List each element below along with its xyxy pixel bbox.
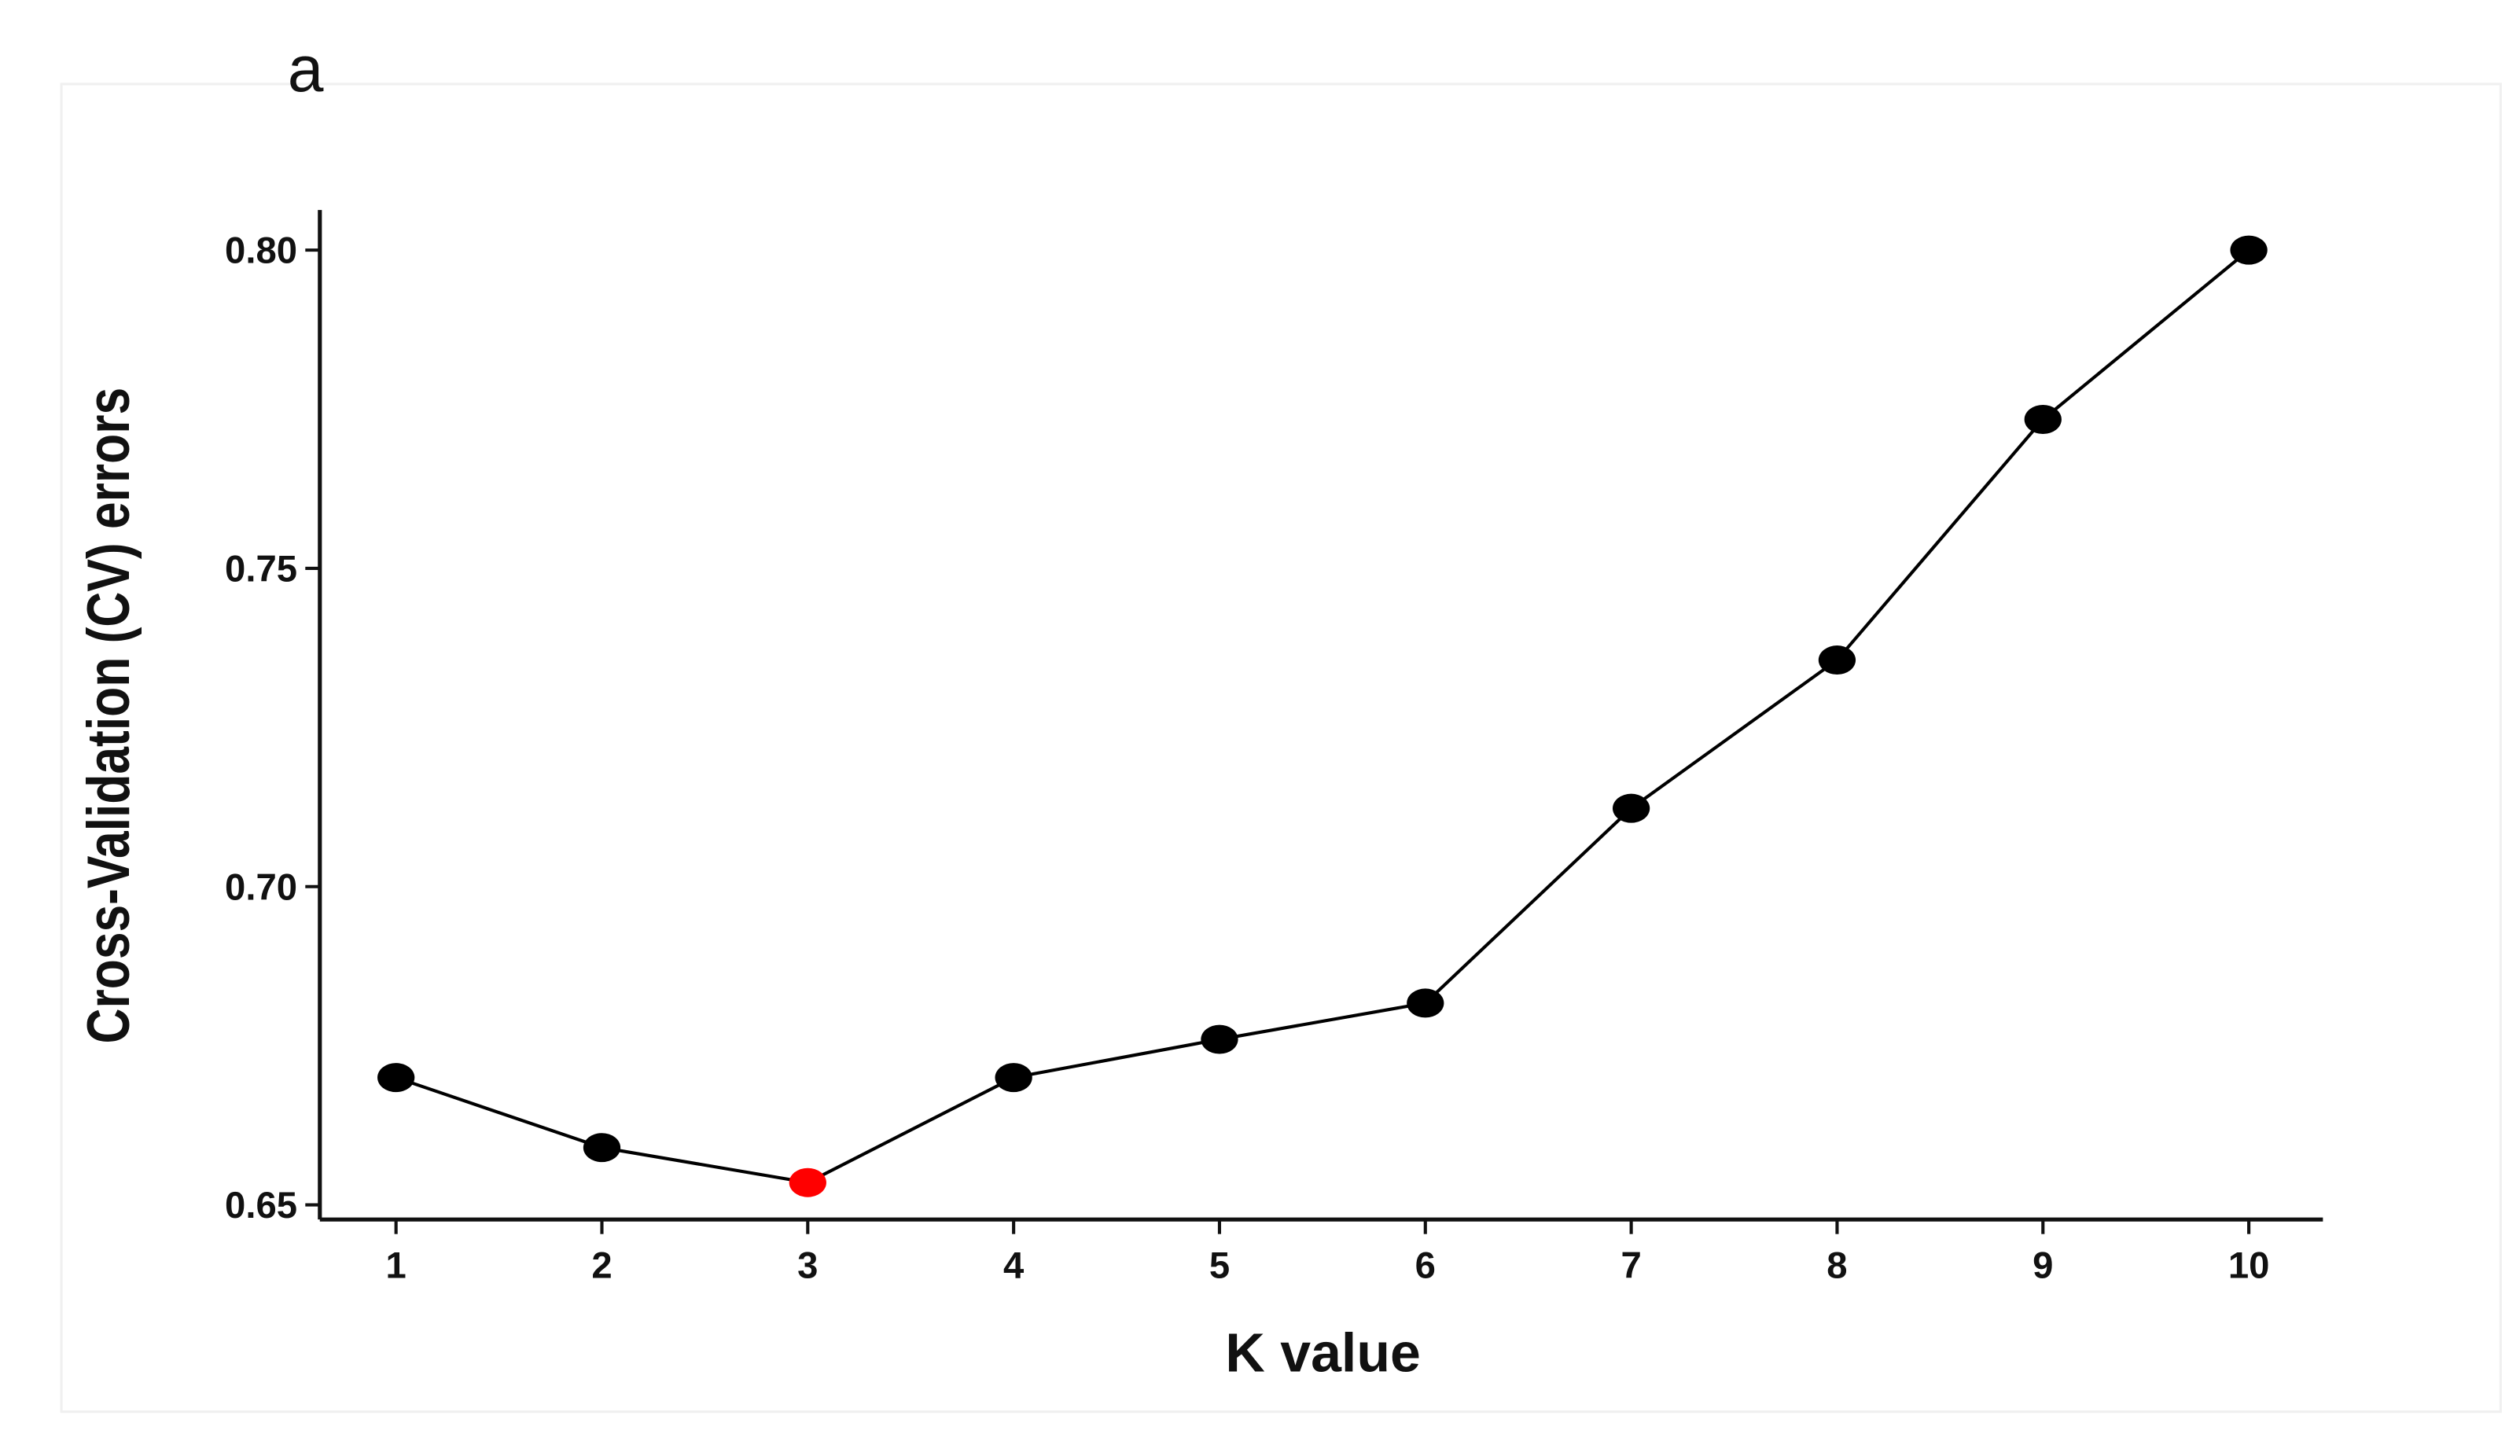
data-point xyxy=(583,1133,621,1163)
x-tick-label: 1 xyxy=(386,1245,407,1286)
x-tick-label: 5 xyxy=(1209,1245,1230,1286)
data-point xyxy=(1818,645,1856,675)
y-axis-label: Cross-Validation (CV) errors xyxy=(75,388,142,1044)
x-tick-label: 7 xyxy=(1621,1245,1641,1286)
data-point xyxy=(2230,235,2268,265)
x-tick-label: 3 xyxy=(797,1245,818,1286)
data-point xyxy=(789,1167,826,1197)
x-tick-label: 9 xyxy=(2033,1245,2053,1286)
data-point xyxy=(2024,404,2062,434)
data-point xyxy=(1612,793,1650,823)
x-tick-label: 8 xyxy=(1827,1245,1847,1286)
data-point xyxy=(377,1063,415,1093)
x-tick-label: 4 xyxy=(1003,1245,1025,1286)
y-tick-label: 0.70 xyxy=(225,866,297,908)
data-point xyxy=(995,1063,1032,1093)
x-axis-label: K value xyxy=(1225,1322,1420,1383)
x-tick-label: 6 xyxy=(1415,1245,1436,1286)
y-tick-label: 0.80 xyxy=(225,230,297,272)
series-line xyxy=(395,248,2250,1185)
data-point xyxy=(1407,988,1444,1018)
frame xyxy=(60,83,2502,1414)
panel-label: a xyxy=(288,34,324,105)
y-tick-label: 0.65 xyxy=(225,1185,297,1226)
y-tick-label: 0.75 xyxy=(225,549,297,590)
data-point xyxy=(1201,1024,1238,1054)
x-tick-label: 10 xyxy=(2228,1245,2270,1286)
x-tick-label: 2 xyxy=(591,1245,612,1286)
